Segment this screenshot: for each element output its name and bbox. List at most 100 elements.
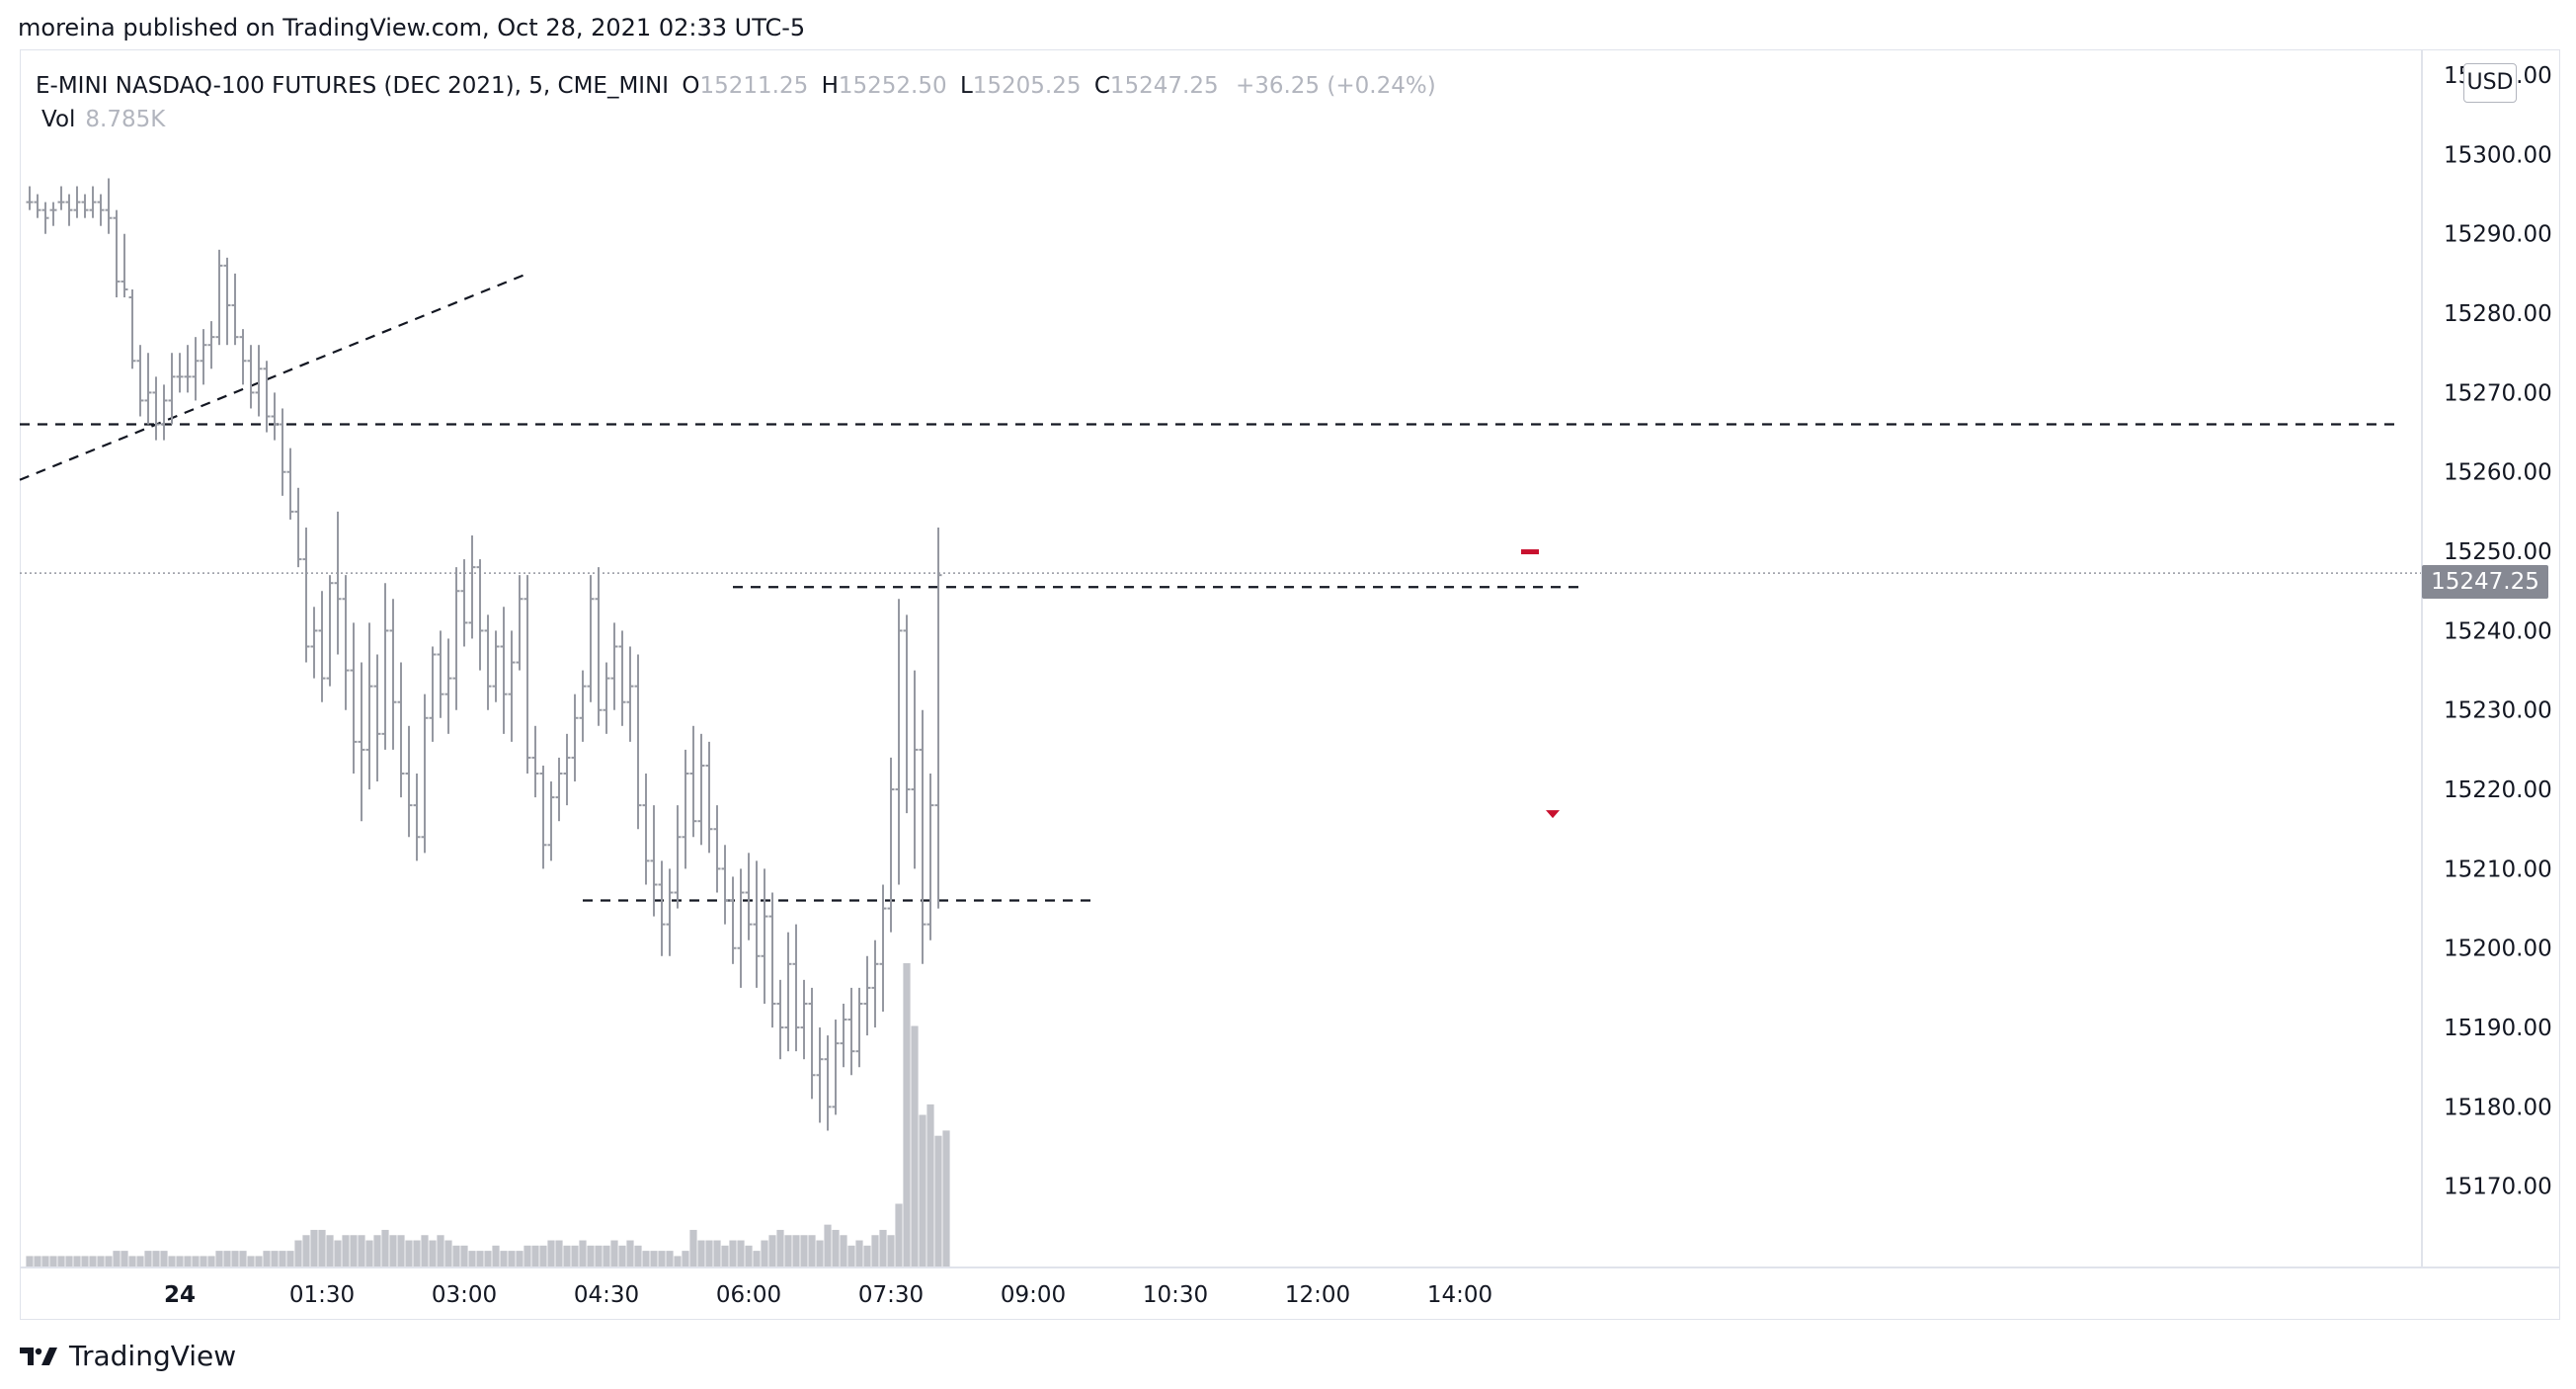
volume-bar (152, 1251, 160, 1266)
ohlc-bar (421, 694, 429, 854)
ohlc-bar (429, 646, 437, 742)
symbol-row: E-MINI NASDAQ-100 FUTURES (DEC 2021), 5,… (36, 69, 1436, 103)
ohlc-bar (358, 662, 365, 822)
ohlc-bar (389, 599, 397, 750)
ohlc-bar (310, 607, 318, 679)
ohlc-bar (41, 202, 49, 234)
volume-bar (547, 1240, 555, 1266)
volume-bar (919, 1114, 926, 1266)
volume-bar (452, 1245, 460, 1266)
symbol-name[interactable]: E-MINI NASDAQ-100 FUTURES (DEC 2021), 5,… (36, 73, 670, 99)
red-triangle-marker (1546, 810, 1560, 819)
ohlc-bar (223, 257, 231, 346)
volume-bar (911, 1025, 919, 1266)
ohlc-bar (650, 805, 658, 917)
ohlc-bar (34, 194, 41, 218)
ohlc-bar (500, 607, 508, 734)
volume-bar (286, 1251, 294, 1266)
ohlc-bar (618, 630, 626, 726)
price-tick-label: 15240.00 (2444, 618, 2552, 644)
ohlc-bar (634, 654, 642, 830)
volume-bar (444, 1240, 452, 1266)
volume-bar (571, 1245, 579, 1266)
ohlc-bar (658, 860, 666, 956)
volume-bar (334, 1240, 342, 1266)
ohlc-bar (200, 329, 207, 385)
ohlc-bar (626, 646, 634, 742)
volume-bar (926, 1103, 934, 1266)
ohlc-bar (49, 202, 57, 226)
volume-bar (784, 1235, 792, 1266)
volume-bar (832, 1229, 840, 1266)
ohlc-bar (895, 599, 903, 885)
ohlc-bar (397, 662, 405, 798)
tradingview-brand[interactable]: TradingView (20, 1340, 236, 1372)
ohlc-bar (903, 614, 911, 814)
volume-bar (34, 1256, 41, 1266)
ohlc-bar (682, 749, 689, 869)
volume-bar (682, 1251, 689, 1266)
ohlc-bar (523, 575, 531, 774)
volume-bar (523, 1245, 531, 1266)
volume-bar (97, 1256, 105, 1266)
volume-bar (437, 1235, 444, 1266)
time-tick-label: 09:00 (1001, 1282, 1066, 1308)
volume-bar (136, 1256, 144, 1266)
ohlc-bar (745, 853, 753, 940)
ohlc-bar (168, 353, 176, 425)
open-label: O (682, 73, 700, 99)
low-value: 15205.25 (972, 73, 1082, 99)
ohlc-bar (271, 392, 279, 441)
volume-bar (555, 1240, 563, 1266)
ohlc-bar (105, 178, 113, 234)
ohlc-bar (792, 924, 800, 1052)
volume-bar (192, 1256, 200, 1266)
ohlc-bar (824, 1035, 832, 1131)
volume-bar (563, 1245, 571, 1266)
volume-bar (792, 1235, 800, 1266)
ohlc-bar (334, 511, 342, 655)
ohlc-bar (97, 194, 105, 226)
ohlc-bar (871, 940, 879, 1028)
volume-bar (808, 1235, 816, 1266)
volume-bar (855, 1240, 863, 1266)
time-tick-label: 24 (164, 1282, 196, 1308)
volume-bar (840, 1235, 847, 1266)
volume-bar (650, 1251, 658, 1266)
volume-bar (271, 1251, 279, 1266)
volume-bar (753, 1251, 761, 1266)
currency-button[interactable]: USD (2463, 63, 2517, 103)
ohlc-bar (65, 194, 73, 226)
volume-bar (365, 1240, 373, 1266)
volume-bar (729, 1240, 737, 1266)
volume-label[interactable]: Vol (41, 107, 76, 132)
ohlc-bar (113, 209, 121, 297)
volume-bar (176, 1256, 184, 1266)
volume-bar (247, 1256, 255, 1266)
volume-bar (800, 1235, 808, 1266)
time-tick-label: 04:30 (574, 1282, 639, 1308)
volume-bar (294, 1240, 302, 1266)
ohlc-bar (784, 932, 792, 1052)
volume-bar (41, 1256, 49, 1266)
time-tick-label: 03:00 (432, 1282, 497, 1308)
volume-bar (658, 1251, 666, 1266)
ohlc-bar (768, 892, 776, 1028)
volume-bar (903, 963, 911, 1266)
volume-bar (705, 1240, 713, 1266)
ohlc-bar (705, 741, 713, 854)
volume-bar (934, 1135, 942, 1266)
ohlc-bar (247, 345, 255, 409)
ohlc-bar (279, 408, 286, 496)
volume-bar (824, 1224, 832, 1266)
volume-bar (310, 1229, 318, 1266)
volume-bar (460, 1245, 468, 1266)
volume-bar (350, 1235, 358, 1266)
volume-bar (761, 1240, 768, 1266)
ohlc-bar (121, 233, 128, 297)
chart-frame[interactable] (20, 49, 2560, 1320)
ohlc-bar (800, 979, 808, 1060)
ohlc-bar (231, 273, 239, 346)
price-tick-label: 15280.00 (2444, 301, 2552, 327)
